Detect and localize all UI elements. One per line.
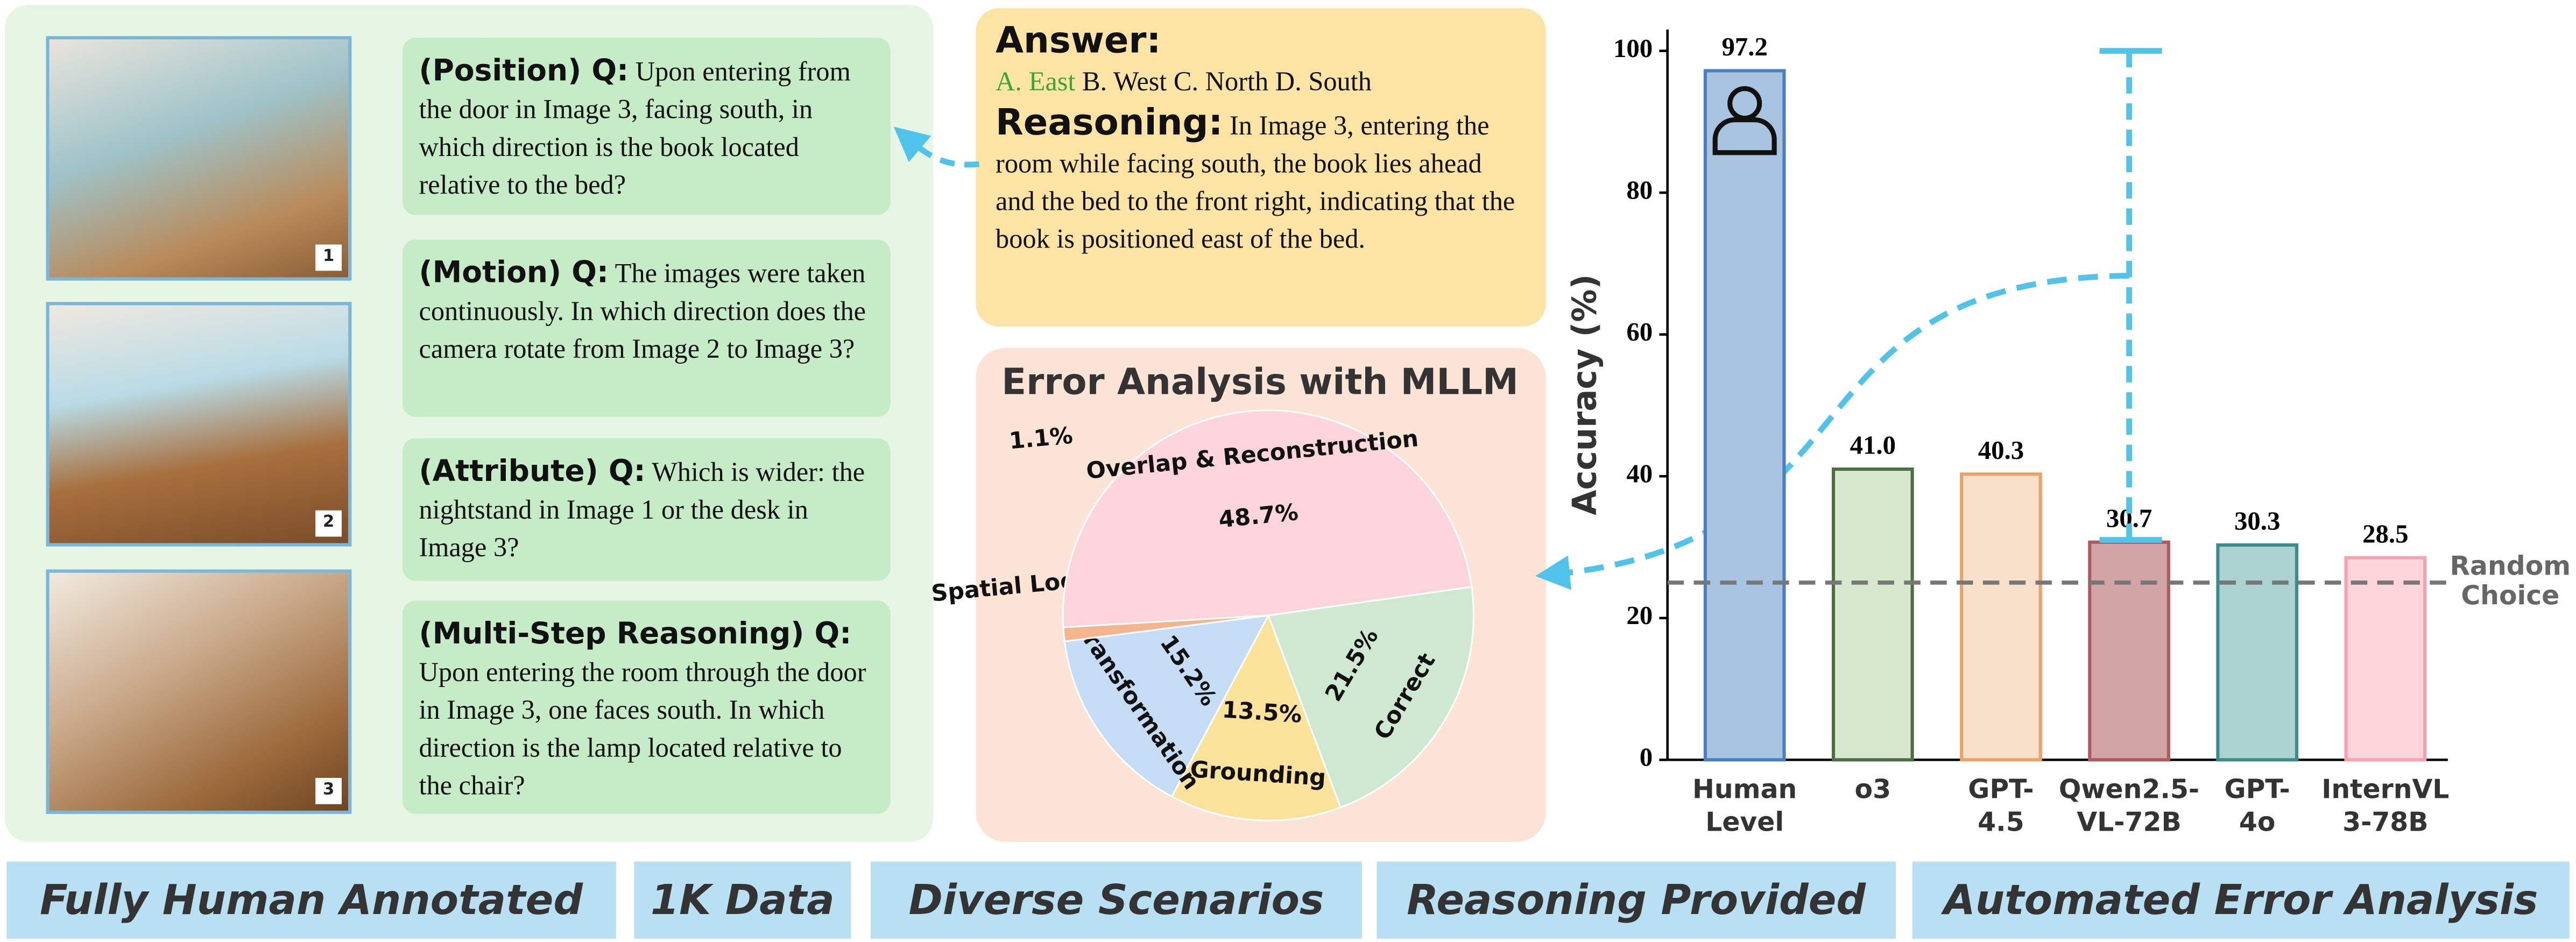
- bar: [1960, 472, 2042, 762]
- image: 2: [46, 302, 352, 547]
- x-tick-label: o3: [1855, 774, 1892, 804]
- y-axis-label: Accuracy (%): [1566, 274, 1604, 515]
- image: 1: [46, 36, 352, 281]
- pie-value-label: 13.5%: [1222, 696, 1303, 728]
- callout-arrow: [893, 126, 980, 168]
- answer-heading: Answer:: [996, 21, 1161, 62]
- banner: Automated Error Analysis: [1912, 861, 2570, 939]
- pie-slice: [1267, 586, 1474, 809]
- reasoning-text: In Image 3, entering the room while faci…: [996, 110, 1515, 254]
- callout-arrow: [1535, 273, 2129, 590]
- x-tick-label: InternVL: [2321, 774, 2449, 804]
- bar: [2344, 556, 2427, 762]
- banner: 1K Data: [634, 861, 851, 939]
- pie-chart: Error Analysis with MLLMCorrect21.5%Grou…: [930, 360, 1519, 821]
- pie-slice: [1062, 409, 1473, 628]
- answer-options: A. East B. West C. North D. South: [996, 62, 1526, 100]
- pie-slice: [1063, 614, 1270, 798]
- y-tick-label: 60: [1626, 317, 1653, 346]
- question-text: The images were taken continuously. In w…: [419, 257, 866, 365]
- x-tick-label: Level: [1705, 806, 1784, 837]
- reference-label: Choice: [2461, 580, 2559, 611]
- banner: Fully Human Annotated: [6, 861, 616, 939]
- question-prefix: (Multi-Step Reasoning) Q:: [419, 617, 852, 652]
- image-badge: 2: [315, 510, 342, 537]
- banner: Diverse Scenarios: [871, 861, 1362, 939]
- question-box: (Multi-Step Reasoning) Q: Upon entering …: [402, 600, 891, 814]
- bar: [1703, 69, 1786, 762]
- question-box: (Position) Q: Upon entering from the doo…: [402, 38, 891, 215]
- pie-title: Error Analysis with MLLM: [1001, 360, 1519, 402]
- question-box: (Motion) Q: The images were taken contin…: [402, 239, 891, 417]
- value-label: 40.3: [1978, 435, 2024, 465]
- value-label: 28.5: [2362, 519, 2408, 548]
- y-tick-label: 100: [1613, 33, 1653, 63]
- x-tick-label: 3-78B: [2342, 806, 2428, 837]
- question-prefix: (Position) Q:: [419, 54, 629, 89]
- pie-slice: [1170, 613, 1342, 821]
- icon: [1712, 117, 1777, 155]
- bar: [2088, 540, 2170, 762]
- image-badge: 1: [315, 244, 342, 271]
- y-tick-label: 80: [1626, 175, 1653, 204]
- value-label: 30.3: [2234, 506, 2280, 536]
- x-tick-label: GPT-: [1968, 774, 2034, 804]
- answer-box: Answer: A. East B. West C. North D. Sout…: [976, 8, 1546, 327]
- x-tick-label: GPT-: [2225, 774, 2290, 804]
- x-tick-label: VL-72B: [2077, 806, 2181, 837]
- question-prefix: (Attribute) Q:: [419, 454, 646, 490]
- question-text: Upon entering from the door in Image 3, …: [419, 55, 851, 201]
- question-text: Upon entering the room through the door …: [419, 656, 866, 801]
- reference-label: Random: [2450, 550, 2571, 581]
- image-badge: 3: [315, 777, 342, 804]
- banner: Reasoning Provided: [1377, 861, 1896, 939]
- image: 3: [46, 569, 352, 814]
- pie-value-label: 1.1%: [1008, 422, 1074, 455]
- question-box: (Attribute) Q: Which is wider: the night…: [402, 438, 891, 581]
- x-tick-label: 4.5: [1978, 806, 2024, 837]
- value-label: 97.2: [1721, 32, 1767, 61]
- question-prefix: (Motion) Q:: [419, 256, 609, 291]
- y-tick-label: 20: [1626, 600, 1653, 630]
- other-options: B. West C. North D. South: [1082, 66, 1372, 97]
- reasoning-heading: Reasoning:: [996, 103, 1223, 145]
- correct-option: A. East: [996, 66, 1076, 97]
- y-tick-label: 0: [1640, 742, 1653, 772]
- bar: [1831, 468, 1914, 762]
- x-tick-label: 4o: [2239, 806, 2276, 837]
- value-label: 41.0: [1850, 430, 1896, 460]
- question-text: Which is wider: the nightstand in Image …: [419, 456, 865, 563]
- bar: [2216, 543, 2299, 762]
- x-tick-label: Human: [1692, 774, 1797, 804]
- x-tick-label: Qwen2.5-: [2059, 774, 2199, 804]
- y-tick-label: 40: [1626, 458, 1653, 488]
